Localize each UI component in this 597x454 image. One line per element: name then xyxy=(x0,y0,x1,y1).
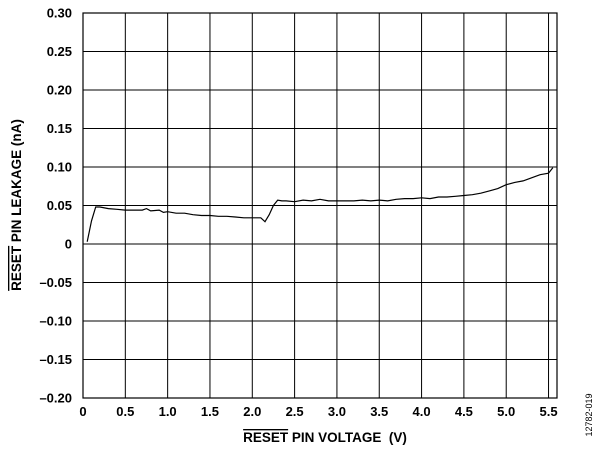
y-tick-label: –0.10 xyxy=(39,314,72,329)
y-tick-label: 0.10 xyxy=(47,160,72,175)
x-tick-label: 4.5 xyxy=(455,404,473,419)
plot-frame xyxy=(82,12,558,399)
x-tick-label: 5.5 xyxy=(539,404,557,419)
y-tick-label: –0.05 xyxy=(39,275,72,290)
y-tick-label: 0.20 xyxy=(47,83,72,98)
y-tick-label: 0.05 xyxy=(47,198,72,213)
x-tick-label: 0.5 xyxy=(116,404,134,419)
x-axis-label-text: PIN VOLTAGE (V) xyxy=(288,430,407,445)
x-tick-label: 4.0 xyxy=(413,404,431,419)
x-tick-label: 3.0 xyxy=(328,404,346,419)
figure-id: 12782-019 xyxy=(584,393,594,436)
y-tick-label: 0.15 xyxy=(47,121,72,136)
y-tick-label: 0 xyxy=(65,237,72,252)
grid xyxy=(82,12,557,399)
x-tick-label: 2.5 xyxy=(286,404,304,419)
x-tick-label: 3.5 xyxy=(370,404,388,419)
x-tick-label: 1.0 xyxy=(159,404,177,419)
x-axis-label: RESET PIN VOLTAGE (V) xyxy=(243,430,407,445)
y-tick-labels: 0.30 0.25 0.20 0.15 0.10 0.05 0 –0.05 –0.10 –0.15… xyxy=(39,6,72,406)
y-axis-label: RESET PIN LEAKAGE (nA) xyxy=(9,119,24,291)
y-tick-label: 0.25 xyxy=(47,44,72,59)
y-axis-label-text: PIN LEAKAGE (nA) xyxy=(9,119,24,246)
y-tick-label: –0.15 xyxy=(39,352,72,367)
x-tick-label: 2.0 xyxy=(243,404,261,419)
y-tick-label: 0.30 xyxy=(47,6,72,21)
x-tick-label: 0 xyxy=(79,404,86,419)
x-tick-labels: 0 0.5 1.0 1.5 2.0 2.5 3.0 3.5 4.0 4.5 5.0 5.5 xyxy=(79,404,557,419)
x-axis-label-overline-text: RESET xyxy=(243,430,289,445)
x-tick-label: 1.5 xyxy=(201,404,219,419)
x-tick-label: 5.0 xyxy=(497,404,515,419)
leakage-curve xyxy=(86,167,554,242)
y-tick-label: –0.20 xyxy=(39,391,72,406)
y-axis-label-overline-text: RESET xyxy=(9,245,24,291)
